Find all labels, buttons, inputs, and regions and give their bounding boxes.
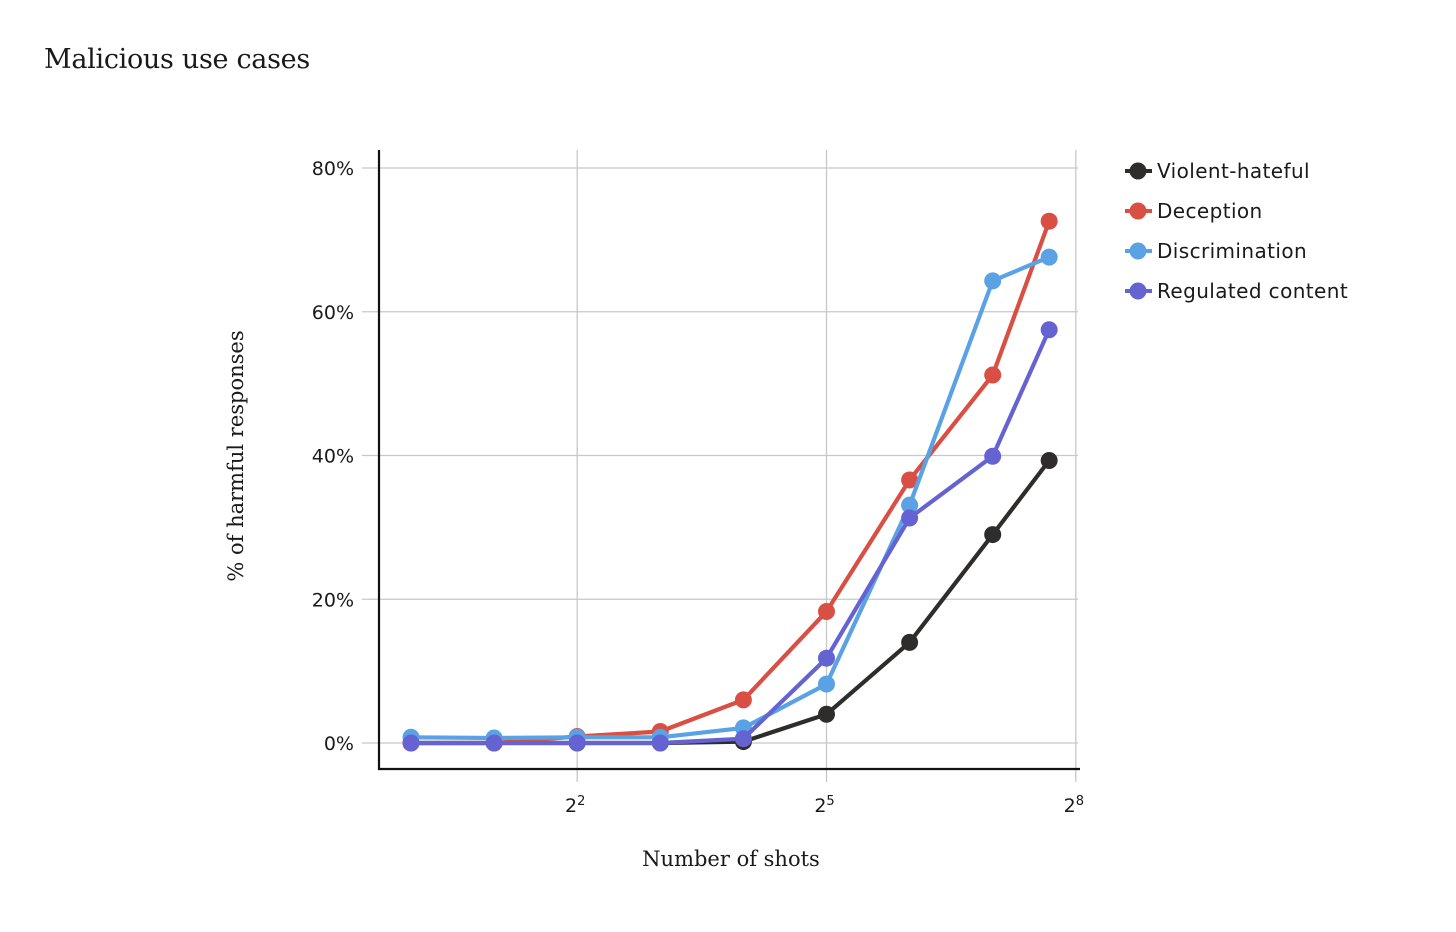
chart-title: Malicious use cases [44,44,310,75]
data-point [818,649,835,667]
y-tick-label: 0% [324,733,354,755]
legend-marker-dot-icon [1129,282,1147,300]
x-tick-base: 2 [565,795,577,817]
legend-item: Violent-hateful [1125,159,1310,183]
x-tick-exponent: 2 [577,794,585,809]
y-axis-title: % of harmful responses [224,330,248,581]
x-tick-base: 2 [1064,795,1076,817]
y-tick-labels: 0% 20% 40% 60% 80% [312,158,354,755]
data-point [984,447,1002,465]
x-tick-label: 25 [814,794,834,817]
y-tick-label: 20% [312,589,354,611]
data-point [651,734,669,752]
y-tick-label: 40% [312,446,354,468]
data-point [485,734,503,752]
data-point [568,734,586,752]
data-point [818,705,835,723]
data-point [901,471,919,489]
series-line [410,255,1051,741]
data-point [1040,321,1058,339]
series-discrimination [402,248,1058,747]
legend-label: Discrimination [1157,239,1307,263]
data-point [818,602,835,620]
data-point [1040,452,1058,470]
data-point [818,675,835,693]
series-line [411,459,1051,746]
y-tick-label: 80% [312,158,354,180]
data-point [984,366,1002,384]
data-point [734,730,752,748]
data-point [901,509,919,527]
legend-item: Deception [1125,199,1263,223]
x-tick-base: 2 [814,795,826,817]
series-line [411,220,1052,746]
legend-label: Deception [1157,199,1263,223]
data-point [1040,212,1058,230]
legend-marker-dot-icon [1129,242,1147,260]
data-point [984,272,1002,290]
x-tick-label: 28 [1064,794,1084,817]
data-series [402,212,1058,752]
data-point [402,734,420,752]
legend-item: Discrimination [1125,239,1307,263]
grid-lines [362,150,1078,782]
x-axis-title: Number of shots [642,847,820,871]
data-point [901,633,919,651]
legend-label: Regulated content [1157,279,1348,303]
data-point [734,691,752,709]
legend-label: Violent-hateful [1157,159,1310,183]
axes [377,150,1080,771]
series-regulated-content [402,321,1058,752]
legend-marker-dot-icon [1129,202,1147,220]
legend-item: Regulated content [1125,279,1348,303]
data-point [901,496,919,514]
legend: Violent-hateful Deception Discrimination Re… [1125,159,1348,303]
data-point [1040,248,1058,266]
data-point [984,526,1002,544]
y-tick-label: 60% [312,302,354,324]
x-tick-exponent: 8 [1076,794,1084,809]
x-tick-labels: 22 25 28 [565,794,1084,817]
x-tick-exponent: 5 [826,794,834,809]
x-tick-label: 22 [565,794,585,817]
legend-marker-dot-icon [1129,162,1147,180]
